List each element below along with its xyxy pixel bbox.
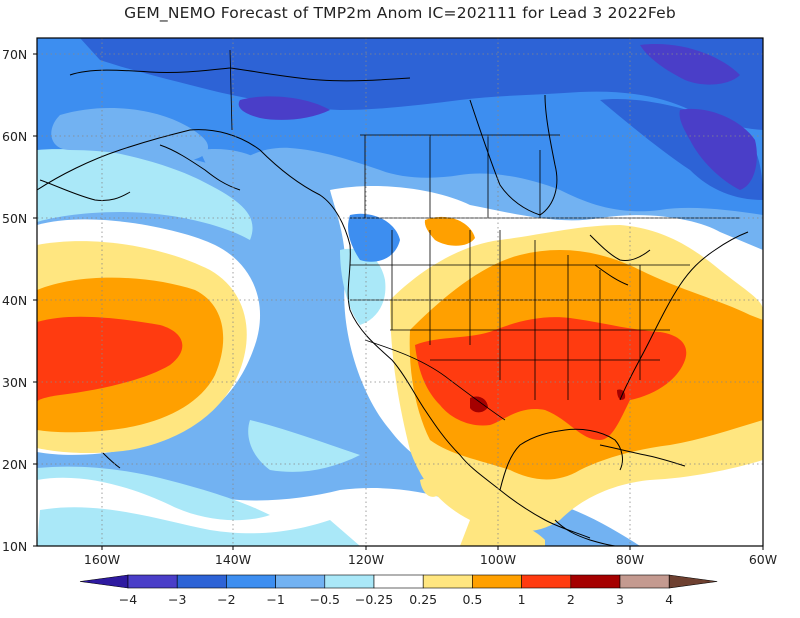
field-lightblue-north: [37, 147, 253, 240]
field-yellow-islet: [420, 479, 439, 497]
lat-label-70n: 70N: [2, 47, 27, 62]
field-blue-rockies: [348, 213, 400, 262]
atlantic-coast: [619, 231, 749, 401]
alaska-panhandle: [159, 144, 241, 191]
colorbar-swatch: [324, 574, 375, 589]
map-frame: [36, 37, 764, 547]
lat-label-10n: 10N: [2, 539, 27, 554]
colorbar-swatch: [275, 574, 326, 589]
great-lakes-b: [594, 264, 629, 286]
lon-label-100w: 100W: [480, 552, 516, 567]
state-lines-vertical: [391, 230, 641, 400]
lon-label-140w: 140W: [215, 552, 251, 567]
field-darkred-texas: [470, 396, 488, 413]
lon-label-80w: 80W: [616, 552, 644, 567]
colorbar-left-arrow: [79, 574, 129, 589]
colorbar-label: −0.25: [355, 592, 393, 607]
lat-label-40n: 40N: [2, 293, 27, 308]
gulf-coast: [499, 428, 623, 491]
colorbar-swatch: [226, 574, 276, 589]
map-title: GEM_NEMO Forecast of TMP2m Anom IC=20211…: [124, 4, 676, 22]
colorbar-label: −4: [119, 592, 137, 607]
colorbar-label: 0.25: [409, 592, 437, 607]
aleutians: [39, 179, 131, 201]
colorbar-label: 1: [518, 592, 526, 607]
field-lightblue-south: [37, 466, 270, 521]
colorbar-label: −3: [168, 592, 186, 607]
hawaii: [102, 452, 121, 469]
colorbar: −4 −3 −2 −1 −0.5 −0.25 0.25 0.5 1 2 3 4: [79, 574, 718, 607]
field-indigo-yukon: [238, 96, 330, 120]
colorbar-swatch: [176, 574, 227, 589]
colorbar-label: 4: [665, 592, 673, 607]
colorbar-label: −0.5: [310, 592, 340, 607]
field-lightblue-west: [340, 248, 386, 325]
central-america: [554, 519, 616, 546]
colorbar-label: 0.5: [462, 592, 482, 607]
arctic-coast-mid: [229, 67, 411, 82]
field-darkblue-north: [80, 38, 763, 130]
us-mexico-border: [364, 339, 506, 421]
colorbar-label: −1: [266, 592, 284, 607]
anomaly-field: [37, 38, 763, 546]
colorbar-swatch: [521, 574, 572, 589]
lat-label-30n: 30N: [2, 375, 27, 390]
graticule: [37, 38, 763, 546]
colorbar-swatch: [127, 574, 178, 589]
lon-label-60w: 60W: [749, 552, 777, 567]
cuba: [599, 444, 686, 467]
axis-ticks: [33, 53, 764, 550]
lat-label-20n: 20N: [2, 457, 27, 472]
field-yellow-central: [460, 518, 545, 546]
lat-labels: 70N 60N 50N 40N 30N 20N 10N: [2, 47, 27, 554]
colorbar-swatch: [570, 574, 621, 589]
colorbar-swatch: [422, 574, 473, 589]
colorbar-right-arrow: [668, 574, 718, 589]
great-lakes-a: [589, 234, 651, 261]
field-indigo-labrador: [679, 108, 757, 190]
colorbar-label: −2: [217, 592, 235, 607]
province-lines: [364, 135, 541, 218]
field-lightblue-sw: [37, 507, 360, 546]
colorbar-swatch: [472, 574, 522, 589]
colorbar-label: 3: [616, 592, 624, 607]
field-blue-alaska: [51, 107, 209, 161]
colorbar-swatch: [373, 574, 424, 589]
colorbar-label: 2: [567, 592, 575, 607]
lat-label-50n: 50N: [2, 211, 27, 226]
lon-label-160w: 160W: [84, 552, 120, 567]
lon-labels: 160W 140W 120W 100W 80W 60W: [84, 552, 777, 567]
lon-label-120w: 120W: [348, 552, 384, 567]
field-indigo-baffin: [640, 44, 740, 85]
field-lightblue-baja: [248, 420, 360, 472]
field-red-pacific: [37, 316, 183, 402]
field-blue-gulf: [200, 149, 280, 197]
field-orange-north: [424, 216, 475, 246]
arctic-coast-west: [69, 67, 231, 76]
alaska-canada-border: [229, 49, 233, 131]
lat-label-60n: 60N: [2, 129, 27, 144]
colorbar-swatch: [619, 574, 670, 589]
